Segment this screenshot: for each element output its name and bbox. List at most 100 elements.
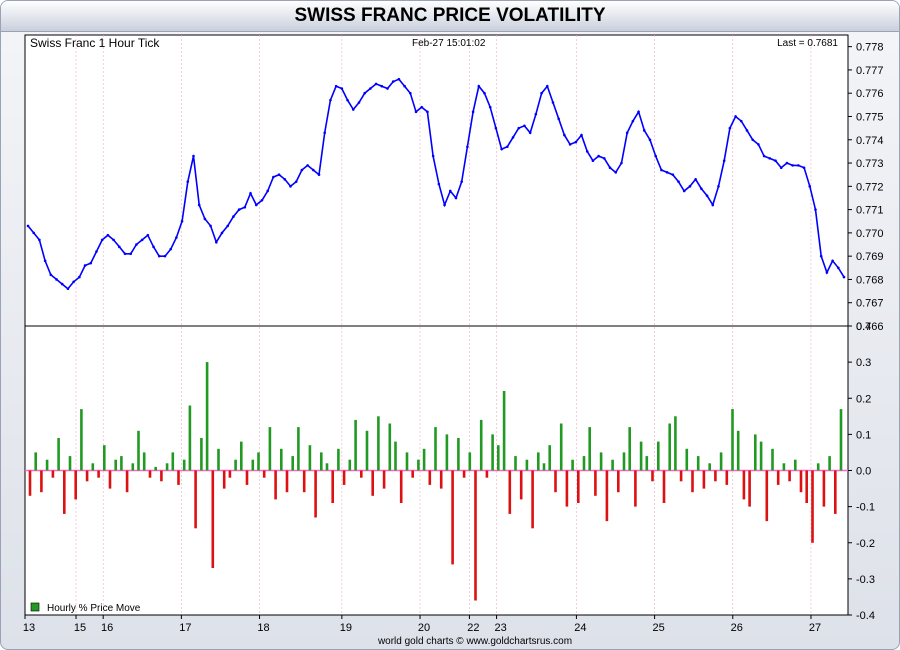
price-point [534,112,538,116]
x-tick-label: 15 [74,622,86,634]
price-point [340,87,344,90]
price-point [665,171,669,174]
volatility-bar [685,448,689,471]
volatility-bar [519,470,523,500]
volatility-bar [531,470,534,529]
volatility-bar [491,434,494,471]
vol-y-tick-label: 0.1 [856,429,871,441]
price-point [431,154,435,158]
price-point [232,215,235,218]
series-label: Swiss Franc 1 Hour Tick [30,36,160,50]
price-point [237,208,241,211]
price-point [540,91,543,95]
price-point [620,161,623,165]
price-point [448,189,452,193]
price-point [797,164,800,167]
price-point [700,187,703,190]
volatility-bar [308,445,312,471]
volatility-bar [805,470,808,503]
volatility-bar [617,470,620,493]
volatility-bar [325,463,329,471]
volatility-bar [731,409,734,471]
volatility-bar [628,427,631,471]
volatility-bar [211,470,215,568]
volatility-bar [297,427,300,471]
volatility-bar [154,466,157,471]
vol-y-tick-label: 0.3 [856,357,871,369]
price-point [437,182,441,186]
price-point [819,254,823,258]
volatility-bar [474,470,477,601]
volatility-bar [742,470,746,500]
x-tick-label: 23 [494,622,506,634]
price-point [842,275,846,279]
price-point [460,180,463,183]
price-y-tick-label: 0.777 [856,65,884,77]
price-point [591,159,595,163]
volatility-bar [434,427,437,471]
x-tick-label: 13 [23,622,35,634]
price-point [694,178,697,181]
volatility-bar [377,416,380,471]
volatility-bar [794,459,797,471]
volatility-bar [188,405,192,471]
volatility-bar [588,427,591,471]
price-point [614,171,618,174]
price-point [220,231,224,235]
x-tick-label: 16 [101,622,113,634]
price-point [717,185,720,188]
volatility-bar [291,456,294,471]
x-axis-labels: 13 15 16 17 18 19 20 22 23 24 25 26 27 [23,615,821,634]
volatility-bar [57,438,60,471]
price-point [762,154,766,158]
volatility-bar [194,470,197,529]
volatility-bar [371,470,374,496]
price-point [443,203,446,207]
price-point [175,236,178,239]
volatility-bar [240,441,243,471]
volatility-bar [257,452,260,471]
price-point [374,82,378,86]
volatility-bar [182,459,186,471]
x-tick-label: 17 [179,622,191,634]
price-point [774,159,777,163]
volatility-bar [788,470,791,482]
volatility-bar [302,470,306,493]
volatility-bar [148,470,152,478]
price-point [100,238,104,242]
price-point [203,217,207,221]
price-point [814,208,817,211]
price-series [26,77,846,291]
volatility-bar [822,470,826,507]
price-point [494,126,498,130]
price-y-tick-label: 0.769 [856,251,884,263]
price-point [260,198,264,202]
price-point [745,129,749,132]
volatility-bar [360,470,363,478]
price-y-tick-label: 0.770 [856,228,884,240]
volatility-bar [645,456,649,471]
volatility-bar [542,463,546,471]
price-point [226,224,230,228]
price-point [123,252,127,256]
price-point [386,87,389,90]
price-y-tick-label: 0.778 [856,42,884,54]
volatility-bar [245,470,249,485]
price-point [369,87,372,90]
volatility-bar [405,452,409,471]
last-price-label: Last = 0.7681 [777,38,838,49]
volatility-bar [280,448,283,471]
price-point [768,157,772,160]
volatility-bar [165,463,169,471]
price-point [603,157,606,160]
price-point [580,133,583,137]
price-point [169,247,172,251]
volatility-bar [222,470,226,489]
volatility-bar [502,391,506,471]
volatility-bar [417,459,420,471]
volatility-bar [457,438,460,471]
price-point [72,280,75,284]
price-point [483,91,486,95]
volatility-bar [51,470,55,478]
volatility-bar [759,441,763,471]
